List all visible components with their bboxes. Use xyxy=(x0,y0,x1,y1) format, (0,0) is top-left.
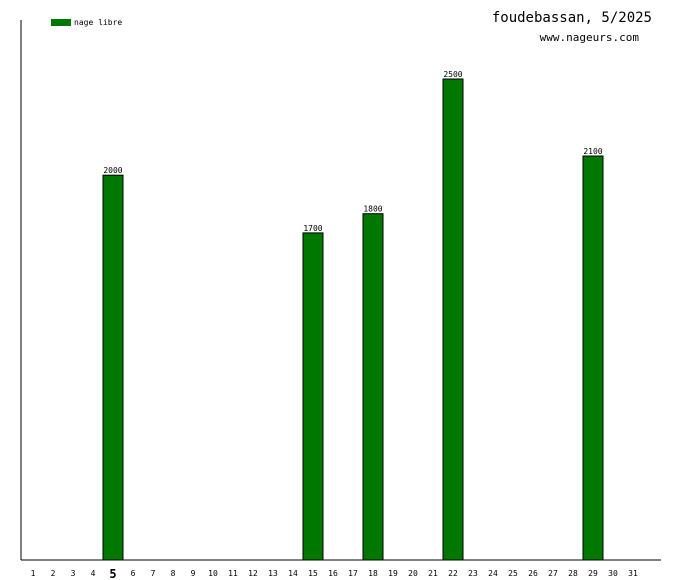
data-labels-group: 2000 1700 1800 2500 2100 xyxy=(103,70,602,233)
data-label-day-29: 2100 xyxy=(583,147,602,156)
legend-label: nage libre xyxy=(74,18,122,27)
x-tick-18: 18 xyxy=(368,569,378,578)
x-tick-9: 9 xyxy=(191,569,196,578)
bar-day-15 xyxy=(302,232,324,561)
x-tick-14: 14 xyxy=(288,569,298,578)
x-tick-25: 25 xyxy=(508,569,518,578)
x-tick-22: 22 xyxy=(448,569,458,578)
bar-day-29 xyxy=(582,155,604,561)
x-tick-4: 4 xyxy=(91,569,96,578)
x-tick-6: 6 xyxy=(131,569,136,578)
data-label-day-5: 2000 xyxy=(103,166,122,175)
x-tick-31: 31 xyxy=(628,569,638,578)
x-tick-8: 8 xyxy=(171,569,176,578)
x-tick-labels-group: 1 2 3 4 5 6 7 8 9 10 11 12 13 14 15 16 17 18 19 20 21 22 23 24 2… xyxy=(31,567,638,580)
x-tick-26: 26 xyxy=(528,569,538,578)
legend: nage libre xyxy=(51,18,122,27)
x-tick-21: 21 xyxy=(428,569,438,578)
x-tick-30: 30 xyxy=(608,569,618,578)
x-tick-24: 24 xyxy=(488,569,498,578)
x-tick-23: 23 xyxy=(468,569,478,578)
x-tick-7: 7 xyxy=(151,569,156,578)
data-label-day-22: 2500 xyxy=(443,70,462,79)
x-tick-20: 20 xyxy=(408,569,418,578)
x-tick-29: 29 xyxy=(588,569,598,578)
x-tick-16: 16 xyxy=(328,569,338,578)
x-tick-13: 13 xyxy=(268,569,278,578)
x-tick-5: 5 xyxy=(109,567,116,580)
x-tick-12: 12 xyxy=(248,569,258,578)
data-label-day-18: 1800 xyxy=(363,205,382,214)
bar-day-5 xyxy=(102,174,124,561)
site-url: www.nageurs.com xyxy=(540,31,640,44)
axes xyxy=(20,20,661,561)
x-tick-2: 2 xyxy=(51,569,56,578)
x-tick-27: 27 xyxy=(548,569,558,578)
legend-swatch xyxy=(51,19,71,26)
bar-day-18 xyxy=(362,213,384,561)
chart-title: foudebassan, 5/2025 xyxy=(492,10,652,26)
x-tick-1: 1 xyxy=(31,569,36,578)
chart-header: foudebassan, 5/2025 www.nageurs.com xyxy=(492,10,652,44)
bar-day-22 xyxy=(442,78,464,561)
x-tick-28: 28 xyxy=(568,569,578,578)
data-label-day-15: 1700 xyxy=(303,224,322,233)
x-tick-19: 19 xyxy=(388,569,398,578)
x-tick-15: 15 xyxy=(308,569,318,578)
x-tick-10: 10 xyxy=(208,569,218,578)
x-tick-3: 3 xyxy=(71,569,76,578)
x-tick-11: 11 xyxy=(228,569,238,578)
x-tick-17: 17 xyxy=(348,569,358,578)
bars-group xyxy=(102,78,604,561)
